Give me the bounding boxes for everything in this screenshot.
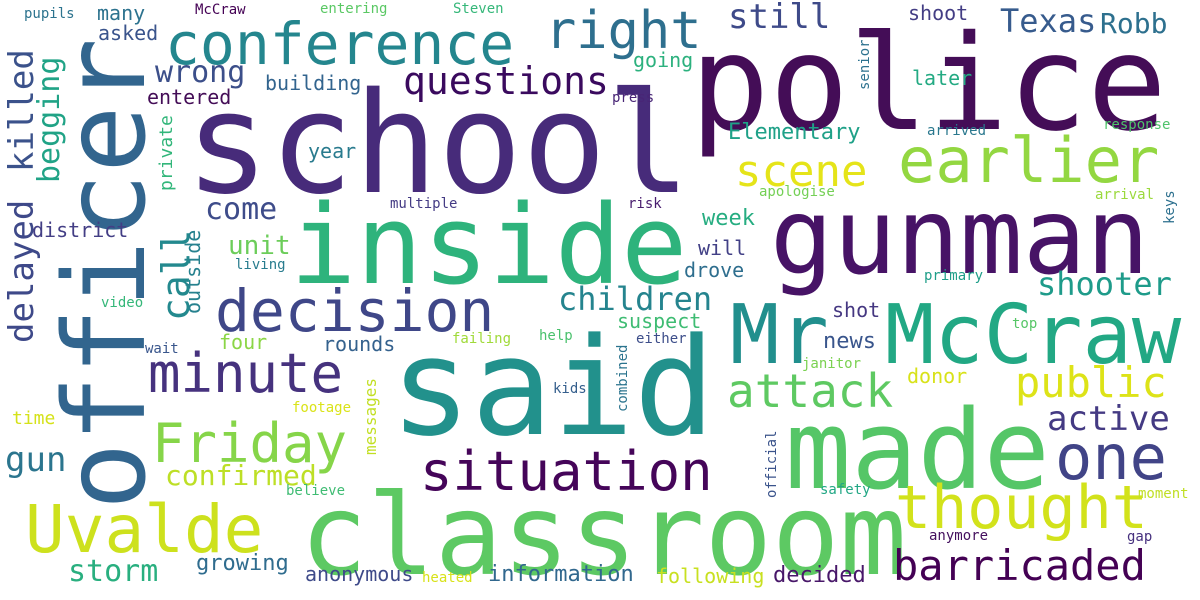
word-arrived: arrived — [927, 123, 987, 139]
word-pupils: pupils — [24, 6, 75, 22]
word-footage: footage — [292, 400, 352, 416]
word-active: active — [1047, 399, 1170, 439]
word-said: said — [390, 309, 716, 466]
word-minute: minute — [148, 342, 344, 405]
word-private: private — [156, 114, 177, 191]
word-entered: entered — [147, 85, 232, 109]
word-apologise: apologise — [759, 184, 835, 200]
word-thought: thought — [895, 473, 1148, 543]
word-uvalde: Uvalde — [25, 491, 264, 568]
word-earlier: earlier — [898, 124, 1160, 197]
word-donor: donor — [907, 364, 968, 388]
word-drove: drove — [684, 258, 745, 282]
word-risk: risk — [628, 196, 662, 212]
word-arrival: arrival — [1095, 187, 1155, 203]
word-attack: attack — [727, 364, 894, 418]
word-primary: primary — [924, 268, 984, 284]
word-classroom: classroom — [300, 471, 907, 600]
word-situation: situation — [420, 440, 713, 503]
word-scene: scene — [735, 146, 868, 197]
word-failing: failing — [452, 331, 512, 347]
word-texas: Texas — [1000, 2, 1097, 40]
word-janitor: janitor — [802, 356, 862, 372]
word-four: four — [219, 330, 268, 354]
word-still: still — [728, 0, 831, 37]
word-wait: wait — [145, 341, 179, 357]
word-inside: inside — [290, 181, 688, 309]
word-following: following — [656, 564, 765, 588]
word-barricaded: barricaded — [893, 541, 1146, 590]
word-many: many — [97, 1, 146, 25]
word-video: video — [101, 295, 144, 311]
word-later: later — [912, 66, 973, 90]
word-anonymous: anonymous — [305, 562, 414, 586]
word-multiple: multiple — [390, 196, 458, 212]
word-come: come — [205, 192, 278, 227]
word-shoot: shoot — [908, 1, 969, 25]
word-building: building — [265, 71, 362, 95]
word-entering: entering — [320, 1, 388, 17]
word-gun: gun — [5, 440, 67, 480]
word-moment: moment — [1138, 486, 1189, 502]
word-confirmed: confirmed — [165, 459, 317, 492]
word-friday: Friday — [152, 412, 348, 475]
word-help: help — [539, 328, 573, 344]
word-robb: Robb — [1100, 7, 1168, 40]
word-gunman: gunman — [770, 176, 1150, 298]
word-police: police — [690, 7, 1167, 161]
word-storm: storm — [68, 554, 159, 589]
word-mr: Mr — [730, 288, 829, 383]
word-messages: messages — [361, 377, 380, 455]
word-decision: decision — [215, 277, 495, 345]
word-official: official — [764, 430, 780, 499]
word-combined: combined — [615, 344, 631, 413]
word-news: news — [823, 329, 876, 354]
word-press: press — [612, 90, 655, 106]
word-begging: begging — [32, 56, 67, 183]
word-conference: conference — [165, 10, 515, 78]
word-keys: keys — [1162, 189, 1178, 224]
word-anymore: anymore — [929, 528, 989, 544]
word-heated: heated — [422, 570, 473, 586]
word-gap: gap — [1127, 529, 1153, 545]
word-living: living — [235, 257, 286, 273]
word-top: top — [1012, 316, 1038, 332]
word-year: year — [308, 139, 357, 163]
word-district: district — [32, 218, 129, 242]
word-suspect: suspect — [617, 309, 702, 333]
word-right: right — [545, 1, 702, 61]
word-believe: believe — [286, 483, 346, 499]
word-one: one — [1055, 421, 1167, 494]
word-public: public — [1015, 358, 1167, 407]
word-wrong: wrong — [155, 55, 246, 90]
word-mccraw-small: McCraw — [195, 2, 246, 18]
word-rounds: rounds — [323, 332, 396, 356]
word-senior: senior — [857, 39, 873, 91]
word-kids: kids — [553, 381, 587, 397]
word-week: week — [702, 206, 755, 231]
word-growing: growing — [196, 551, 289, 576]
word-mccraw: McCraw — [885, 288, 1182, 383]
word-asked: asked — [98, 21, 159, 45]
word-school: school — [185, 63, 691, 226]
word-unit: unit — [228, 231, 291, 261]
word-shot: shot — [832, 298, 881, 322]
word-going: going — [633, 48, 694, 72]
word-safety: safety — [820, 482, 871, 498]
word-information: information — [488, 562, 634, 587]
word-will: will — [698, 236, 747, 260]
word-either: either — [636, 331, 687, 347]
word-steven: Steven — [453, 1, 504, 17]
word-decided: decided — [773, 563, 866, 588]
word-outside: outside — [181, 229, 205, 314]
word-time: time — [12, 408, 56, 429]
word-response: response — [1103, 117, 1171, 133]
word-made: made — [785, 386, 1050, 514]
word-questions: questions — [403, 59, 609, 103]
word-shooter: shooter — [1037, 265, 1172, 303]
word-elementary: Elementary — [728, 120, 861, 145]
word-children: children — [558, 280, 713, 318]
